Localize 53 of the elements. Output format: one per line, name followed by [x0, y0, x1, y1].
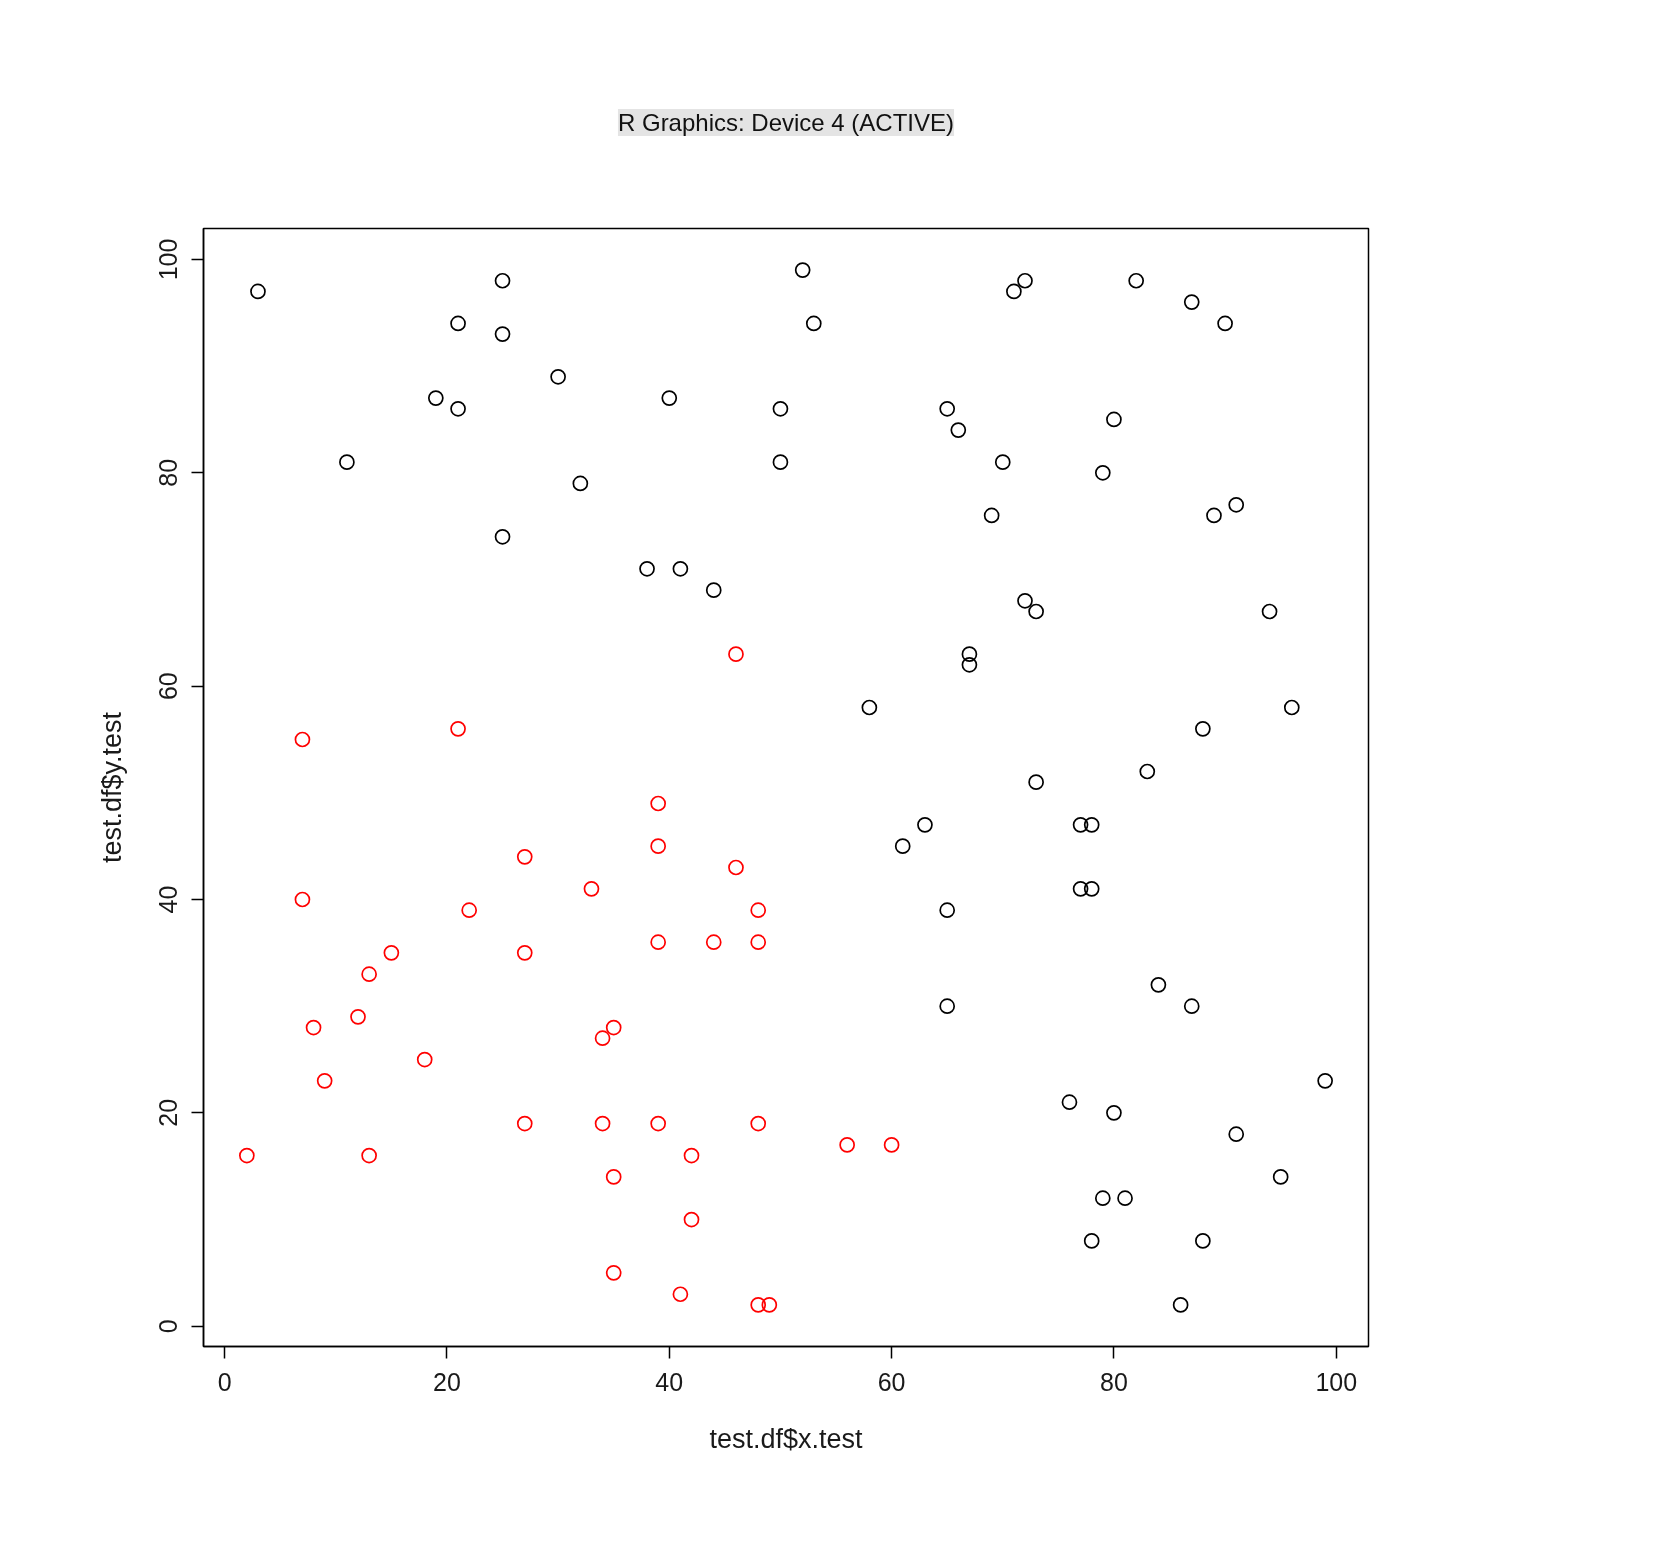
point	[672, 1286, 689, 1303]
point	[750, 934, 767, 951]
point	[650, 934, 667, 951]
point	[594, 1030, 611, 1047]
point	[294, 731, 311, 748]
point	[728, 646, 744, 662]
y-tick-label: 20	[154, 1098, 183, 1127]
point	[383, 945, 400, 961]
point	[650, 1115, 667, 1132]
point	[650, 838, 667, 855]
x-tick-label: 60	[877, 1367, 906, 1396]
y-axis-title: test.df$y.test	[96, 711, 127, 864]
point	[516, 1115, 533, 1132]
point	[650, 795, 667, 812]
x-axis-title: test.df$x.test	[709, 1423, 864, 1454]
point	[761, 1297, 778, 1313]
y-tick-label: 0	[154, 1319, 183, 1334]
y-tick-label: 80	[154, 458, 183, 487]
point	[583, 881, 600, 897]
x-tick-label: 100	[1315, 1367, 1358, 1396]
point	[361, 966, 377, 983]
x-tick-label: 0	[217, 1367, 232, 1396]
point	[750, 1115, 767, 1132]
x-tick-label: 20	[433, 1367, 461, 1396]
point	[516, 849, 533, 865]
point	[750, 902, 767, 919]
x-tick-label: 80	[1100, 1367, 1128, 1396]
point	[461, 902, 478, 919]
point	[750, 1297, 767, 1313]
point	[416, 1051, 433, 1068]
point	[594, 1115, 611, 1132]
y-tick-label: 40	[154, 885, 183, 914]
point	[305, 1019, 322, 1036]
point	[350, 1009, 366, 1025]
y-tick-label: 60	[154, 672, 183, 701]
point	[683, 1211, 700, 1228]
point	[605, 1169, 622, 1185]
point	[516, 945, 533, 961]
point	[239, 1147, 255, 1164]
point	[294, 891, 311, 908]
point	[605, 1265, 622, 1281]
point	[683, 1147, 700, 1164]
point	[705, 934, 722, 951]
point	[361, 1147, 377, 1164]
point	[839, 1137, 855, 1153]
y-tick-label: 100	[154, 238, 183, 281]
point	[605, 1019, 622, 1036]
x-tick-label: 40	[655, 1367, 684, 1396]
point	[883, 1137, 900, 1153]
point	[450, 720, 466, 737]
point	[728, 859, 744, 876]
point	[316, 1073, 333, 1089]
text: R Graphics: Device 4 (ACTIVE)	[617, 109, 955, 136]
